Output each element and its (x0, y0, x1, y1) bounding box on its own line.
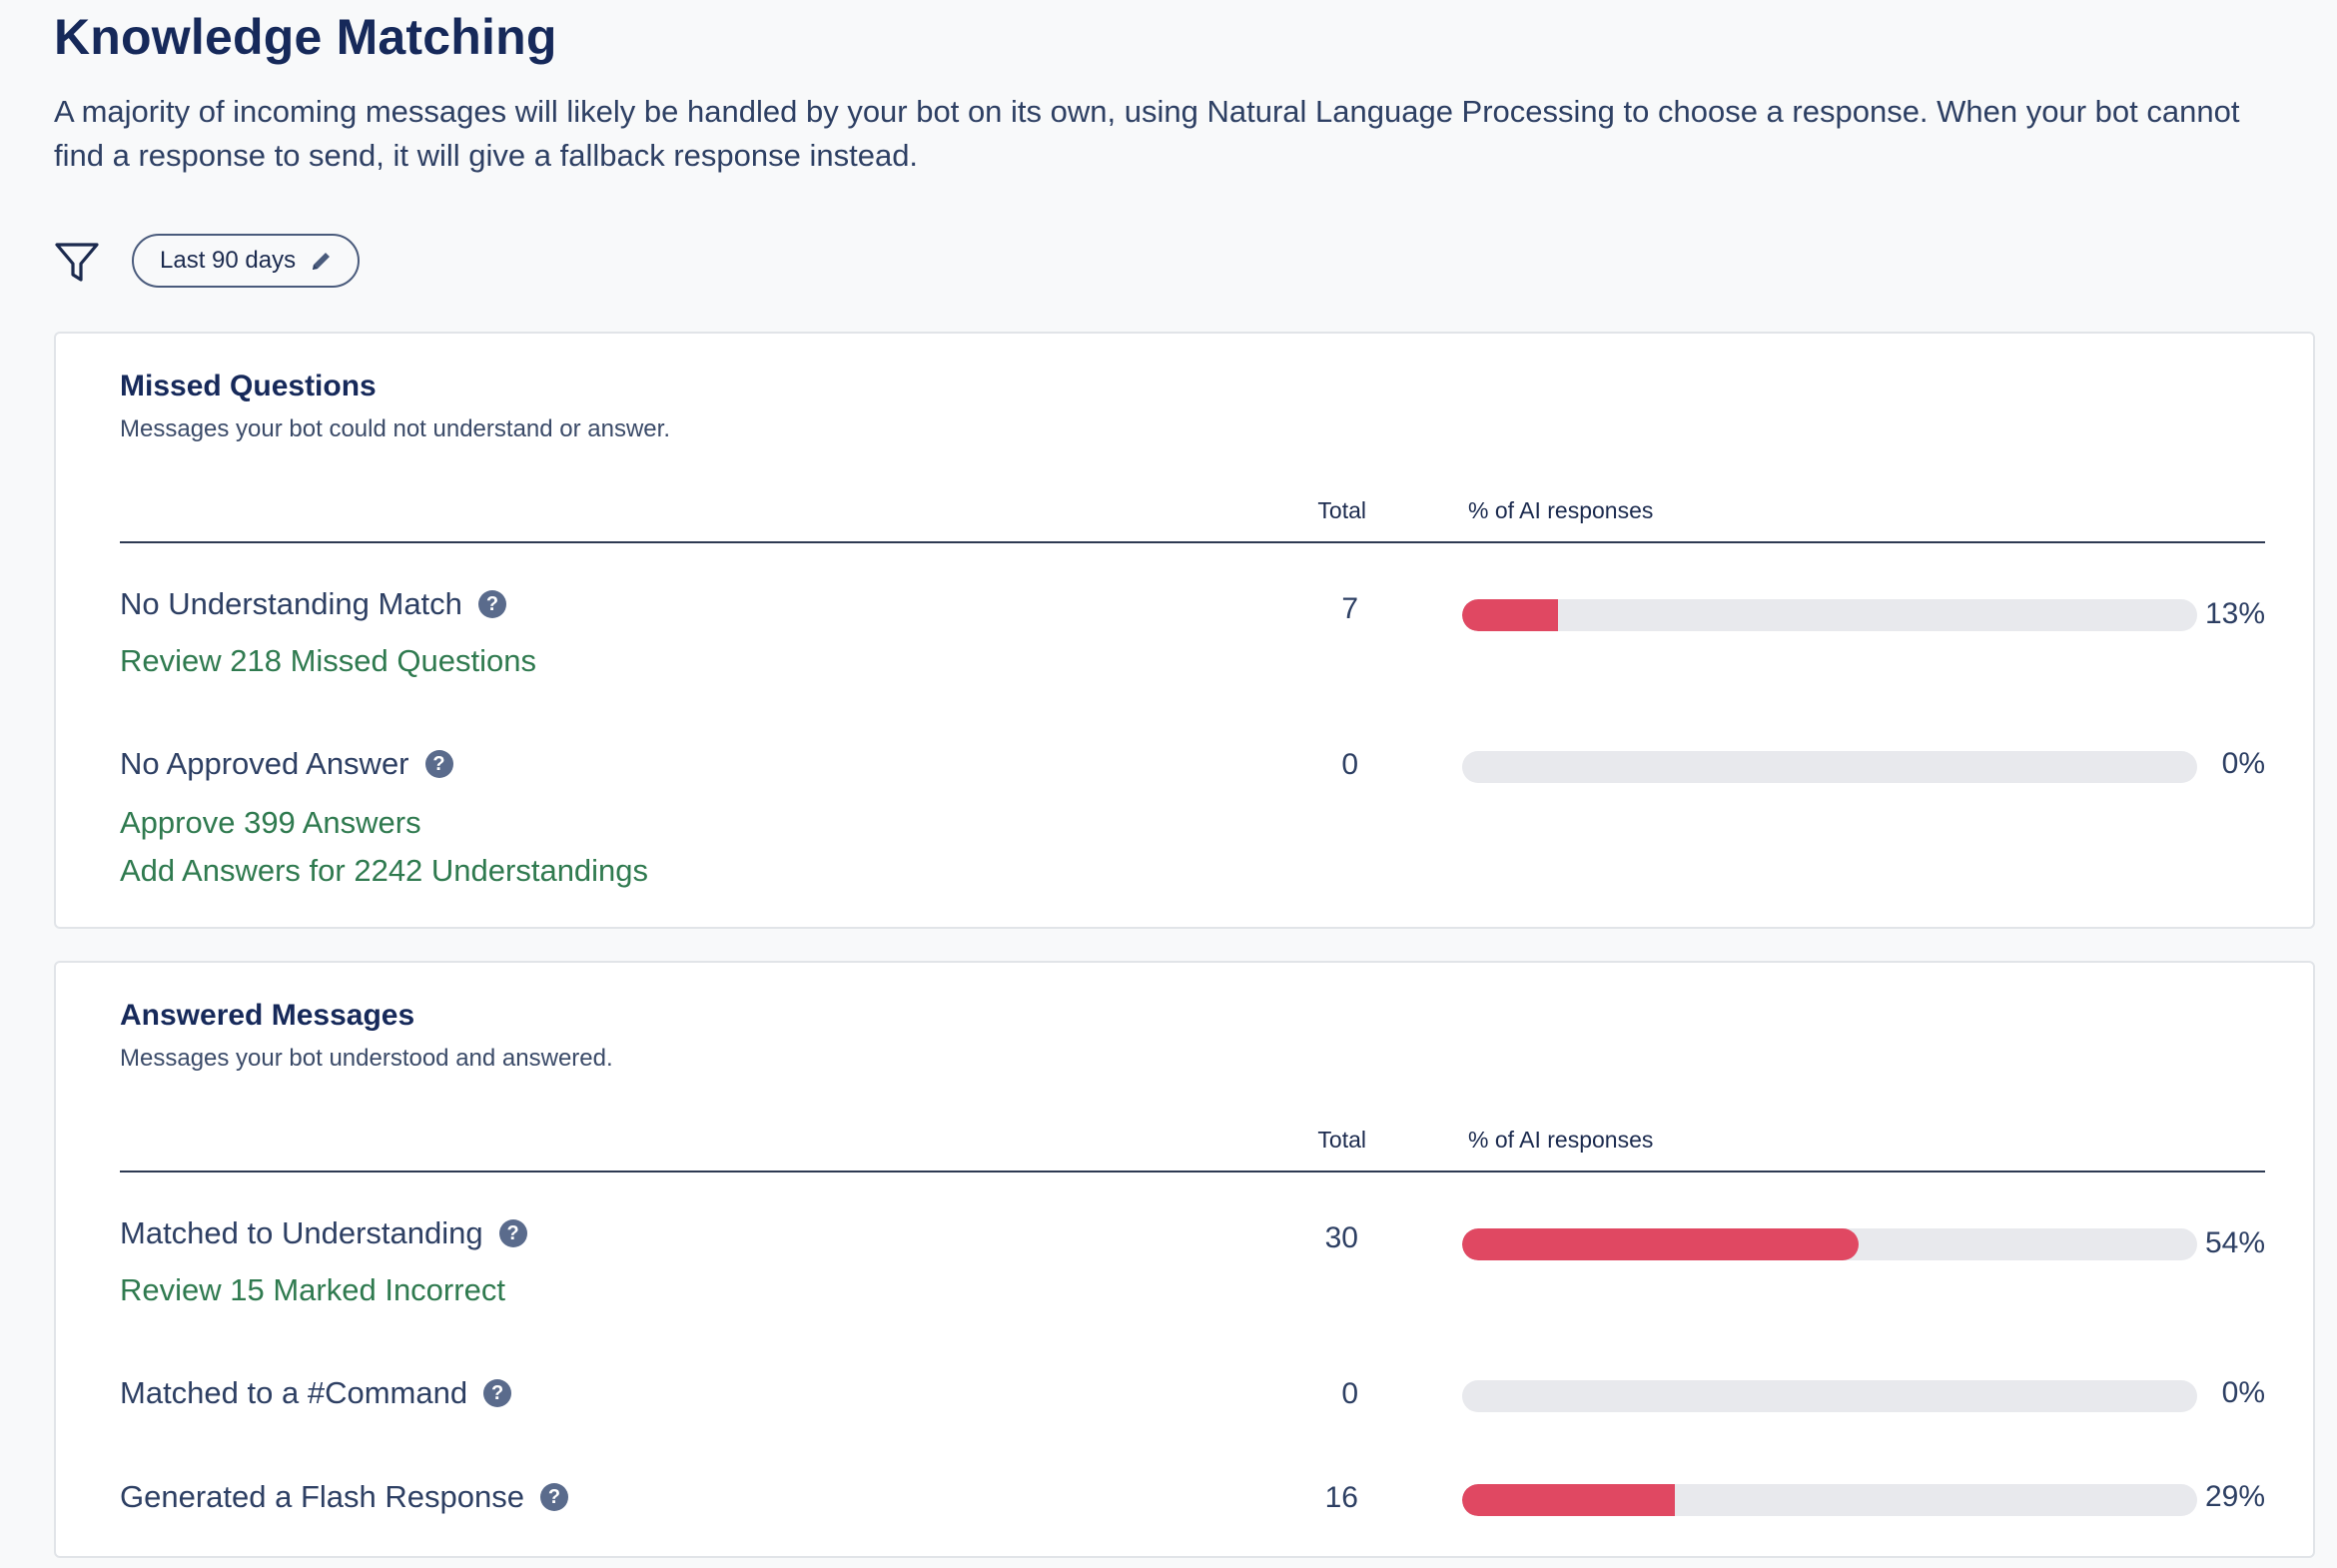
header-divider (120, 541, 2265, 543)
help-icon[interactable]: ? (477, 590, 506, 618)
metric-row-no-approved-answer: No Approved Answer ? 0 0% (56, 739, 2313, 789)
metric-label: Generated a Flash Response (120, 1479, 524, 1514)
percent-bar (1462, 751, 2197, 783)
header-divider (120, 1171, 2265, 1173)
answered-messages-card: Answered Messages Messages your bot unde… (54, 961, 2315, 1558)
percent-bar (1462, 1380, 2197, 1412)
column-header-total: Total (1317, 1127, 1366, 1153)
percent-bar (1462, 599, 2197, 631)
metric-label: Matched to Understanding (120, 1215, 483, 1250)
metric-total: 0 (1341, 748, 1358, 781)
help-icon[interactable]: ? (424, 750, 453, 778)
metric-total: 7 (1341, 592, 1358, 625)
metric-row-flash-response: Generated a Flash Response ? 16 29% (56, 1472, 2313, 1522)
metric-label: No Approved Answer (120, 746, 409, 781)
card-subtitle: Messages your bot could not understand o… (120, 415, 670, 442)
metric-row-no-understanding-match: No Understanding Match ? 7 13% (56, 579, 2313, 631)
percent-bar-fill (1462, 599, 1558, 631)
metric-percent: 0% (2221, 1376, 2265, 1409)
metric-total: 0 (1341, 1377, 1358, 1410)
card-subtitle: Messages your bot understood and answere… (120, 1045, 613, 1072)
missed-questions-card: Missed Questions Messages your bot could… (54, 332, 2315, 929)
review-marked-incorrect-link[interactable]: Review 15 Marked Incorrect (120, 1272, 505, 1307)
metric-total: 30 (1324, 1221, 1358, 1254)
metric-row-matched-to-understanding: Matched to Understanding ? 30 54% (56, 1208, 2313, 1260)
card-title: Answered Messages (120, 999, 415, 1032)
filter-icon[interactable] (54, 240, 100, 286)
column-header-percent: % of AI responses (1468, 1127, 1654, 1153)
help-icon[interactable]: ? (539, 1483, 568, 1511)
review-missed-questions-link[interactable]: Review 218 Missed Questions (120, 643, 536, 678)
percent-bar (1462, 1484, 2197, 1516)
page-title: Knowledge Matching (54, 9, 557, 65)
date-range-chip[interactable]: Last 90 days (132, 234, 361, 288)
metric-percent: 29% (2204, 1480, 2265, 1513)
metric-label: Matched to a #Command (120, 1375, 468, 1410)
metric-percent: 0% (2221, 747, 2265, 780)
metric-total: 16 (1324, 1481, 1358, 1514)
metric-percent: 54% (2204, 1226, 2265, 1259)
metric-label: No Understanding Match (120, 586, 462, 621)
approve-answers-link[interactable]: Approve 399 Answers (120, 805, 421, 840)
metric-percent: 13% (2204, 597, 2265, 630)
pencil-icon (313, 253, 331, 270)
help-icon[interactable]: ? (498, 1219, 527, 1247)
card-title: Missed Questions (120, 370, 377, 402)
add-answers-link[interactable]: Add Answers for 2242 Understandings (120, 853, 649, 888)
metric-row-matched-to-command: Matched to a #Command ? 0 0% (56, 1368, 2313, 1418)
percent-bar (1462, 1228, 2197, 1260)
help-icon[interactable]: ? (483, 1379, 512, 1407)
percent-bar-fill (1462, 1228, 1860, 1260)
page-description: A majority of incoming messages will lik… (54, 94, 2240, 173)
column-header-total: Total (1317, 497, 1366, 523)
column-header-percent: % of AI responses (1468, 497, 1654, 523)
date-range-label: Last 90 days (160, 247, 297, 274)
percent-bar-fill (1462, 1484, 1676, 1516)
